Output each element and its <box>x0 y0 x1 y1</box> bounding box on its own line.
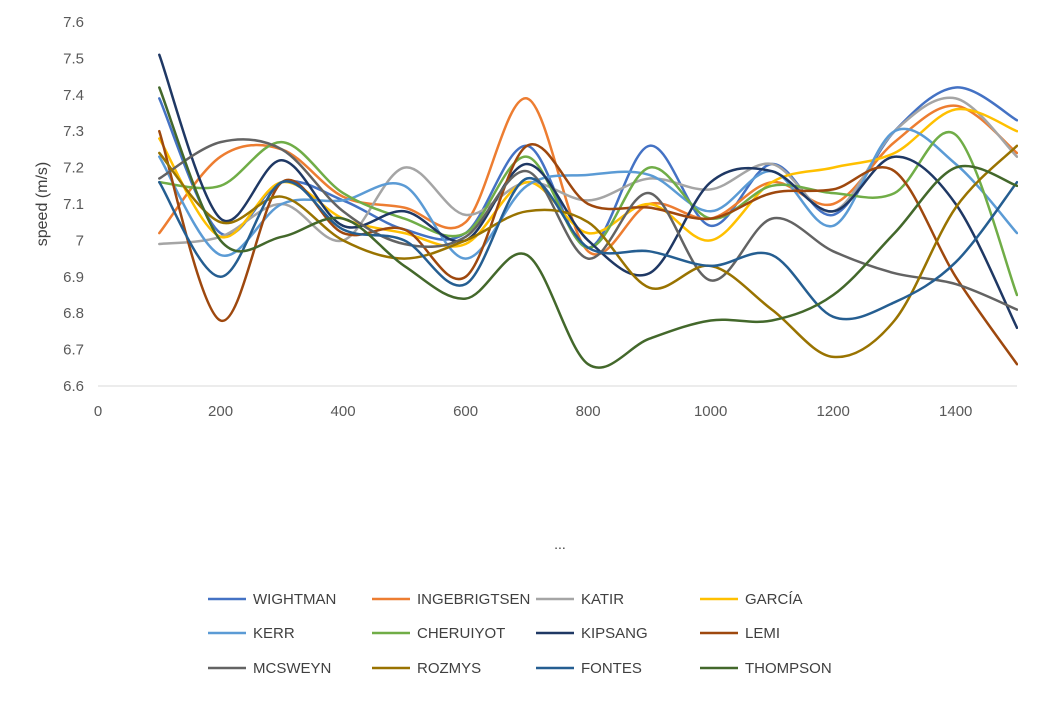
legend-item-cheruiyot: CHERUIYOT <box>372 625 505 642</box>
legend-item-ingebrigtsen: INGEBRIGTSEN <box>372 591 530 608</box>
legend-label: MCSWEYN <box>253 660 331 677</box>
legend-item-lemi: LEMI <box>700 625 780 642</box>
x-tick-label: 1200 <box>817 403 850 420</box>
x-tick-label: 1000 <box>694 403 727 420</box>
x-tick-label: 400 <box>331 403 356 420</box>
series-line-ingebrigtsen <box>158 97 1018 256</box>
series-line-mcsweyn <box>158 138 1018 311</box>
y-tick-label: 6.8 <box>63 305 84 322</box>
series-line-kerr <box>158 127 1018 260</box>
x-tick-label: 200 <box>208 403 233 420</box>
y-tick-label: 7.2 <box>63 160 84 177</box>
y-tick-label: 7 <box>76 232 84 249</box>
legend-label: KERR <box>253 625 295 642</box>
legend-item-fontes: FONTES <box>536 660 642 677</box>
y-tick-label: 6.6 <box>63 378 84 395</box>
legend-item-garc-a: GARCÍA <box>700 591 803 608</box>
legend-label: THOMPSON <box>745 660 832 677</box>
y-tick-label: 7.3 <box>63 123 84 140</box>
legend-label: ROZMYS <box>417 660 481 677</box>
y-tick-label: 6.9 <box>63 269 84 286</box>
legend-item-wightman: WIGHTMAN <box>208 591 336 608</box>
legend-label: KIPSANG <box>581 625 648 642</box>
y-tick-labels: 6.6 6.7 6.8 6.9 7 7.1 7.2 7.3 7.4 7.5 7.6 <box>63 14 84 395</box>
legend-item-mcsweyn: MCSWEYN <box>208 660 331 677</box>
legend-item-kipsang: KIPSANG <box>536 625 648 642</box>
x-tick-label: 800 <box>576 403 601 420</box>
x-tick-label: 0 <box>94 403 102 420</box>
axis-title-placeholder: ... <box>554 536 566 552</box>
x-tick-labels: 0 200 400 600 800 1000 1200 1400 <box>94 403 973 420</box>
legend-item-katir: KATIR <box>536 591 624 608</box>
legend-label: INGEBRIGTSEN <box>417 591 530 608</box>
legend-label: KATIR <box>581 591 624 608</box>
series-lines <box>158 53 1018 369</box>
legend: WIGHTMAN INGEBRIGTSEN KATIR GARCÍA KERR CHERU… <box>208 591 832 677</box>
legend-item-thompson: THOMPSON <box>700 660 832 677</box>
y-tick-label: 6.7 <box>63 342 84 359</box>
series-line-fontes <box>158 177 1018 321</box>
y-tick-label: 7.4 <box>63 87 84 104</box>
y-tick-label: 7.5 <box>63 50 84 67</box>
series-line-kipsang <box>158 53 1018 330</box>
y-axis-title: speed (m/s) <box>34 162 51 246</box>
series-line-rozmys <box>158 144 1018 359</box>
legend-label: GARCÍA <box>745 591 803 608</box>
legend-label: CHERUIYOT <box>417 625 505 642</box>
legend-item-rozmys: ROZMYS <box>372 660 481 677</box>
legend-item-kerr: KERR <box>208 625 295 642</box>
series-line-lemi <box>158 129 1018 366</box>
legend-label: WIGHTMAN <box>253 591 336 608</box>
series-line-thompson <box>158 86 1018 369</box>
legend-label: FONTES <box>581 660 642 677</box>
x-tick-label: 600 <box>453 403 478 420</box>
series-line-garc-a <box>158 107 1018 248</box>
y-tick-label: 7.1 <box>63 196 84 213</box>
legend-label: LEMI <box>745 625 780 642</box>
series-line-cheruiyot <box>158 130 1018 297</box>
x-tick-label: 1400 <box>939 403 972 420</box>
y-tick-label: 7.6 <box>63 14 84 31</box>
